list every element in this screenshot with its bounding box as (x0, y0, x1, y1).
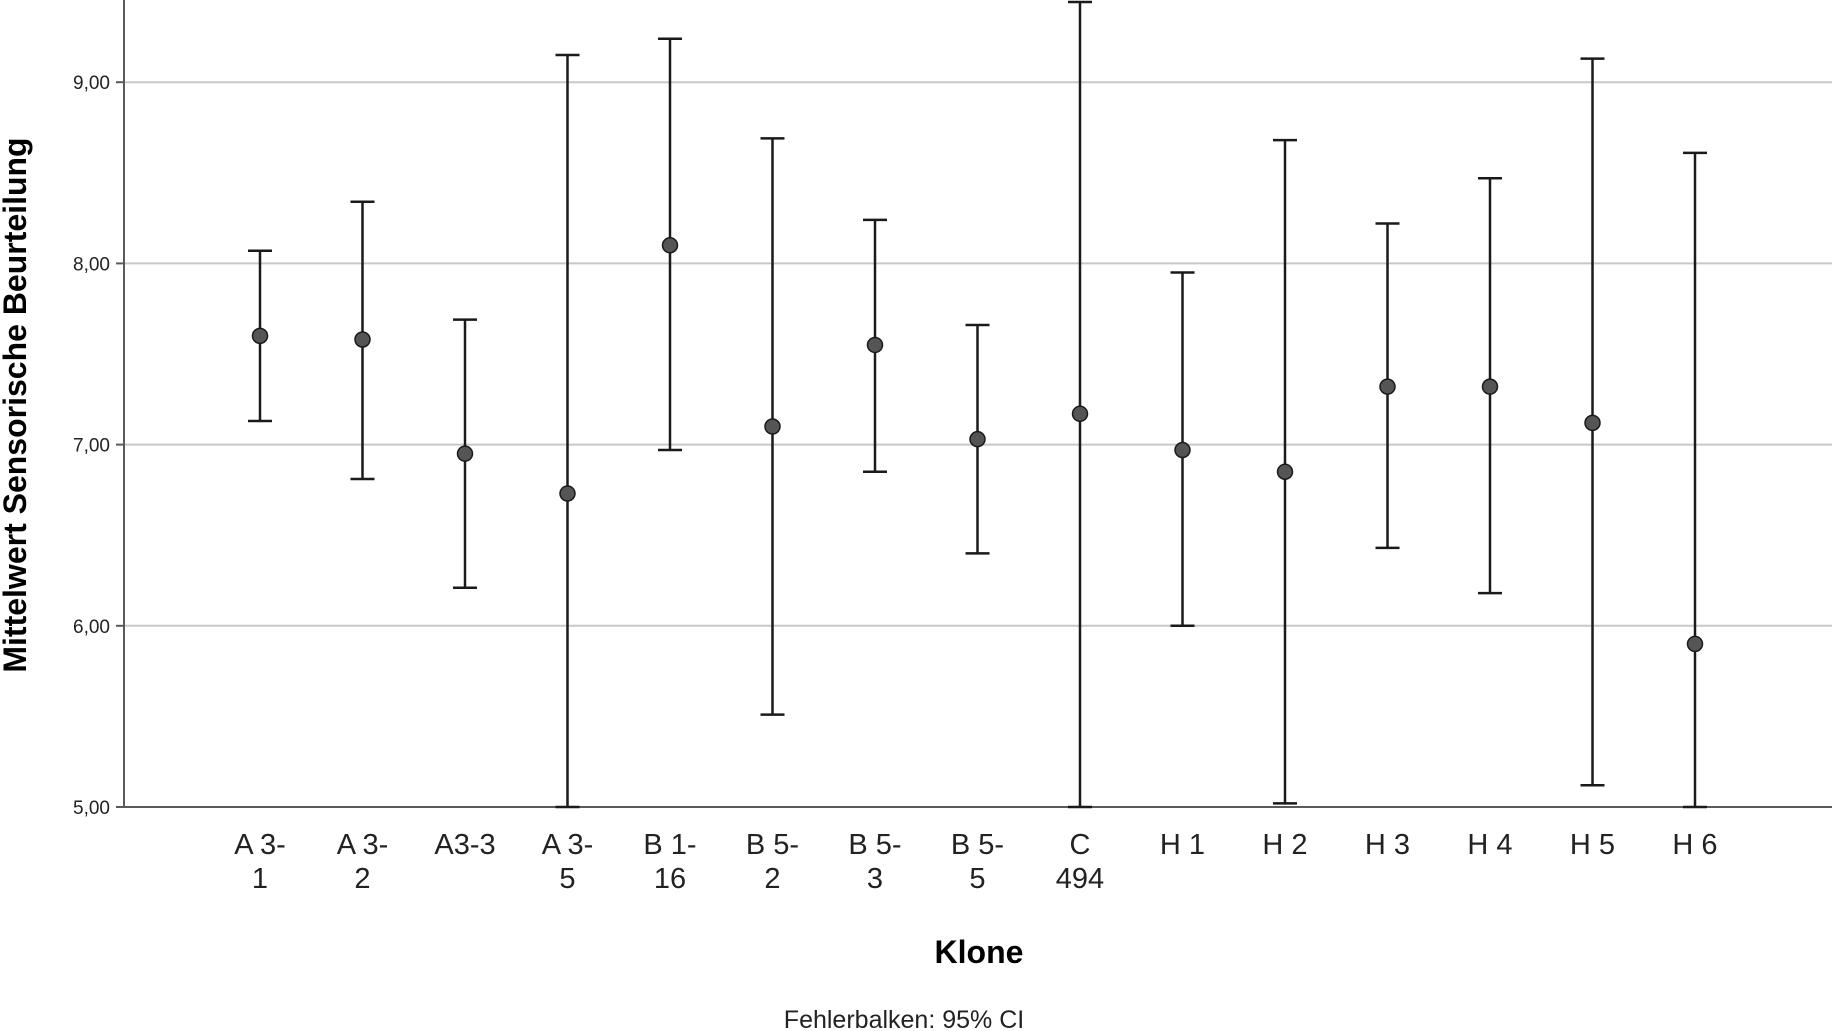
x-tick-label: H 1 (1160, 829, 1205, 861)
x-tick-label: B 5-5 (951, 829, 1004, 895)
mean-points (251, 237, 1704, 653)
y-tick-label: 7,00 (73, 436, 110, 457)
mean-point (764, 418, 781, 435)
x-tick-label: H 6 (1672, 829, 1717, 861)
x-tick-label: H 2 (1262, 829, 1307, 861)
x-tick-label: H 4 (1467, 829, 1512, 861)
x-tick-label: A 3-2 (337, 829, 389, 895)
mean-point (1174, 441, 1191, 459)
mean-point (1584, 414, 1601, 432)
x-tick-label: B 1-16 (643, 829, 696, 895)
y-tick-label: 6,00 (73, 617, 110, 638)
y-tick-label: 5,00 (73, 798, 110, 819)
x-tick-label: B 5-2 (746, 829, 799, 895)
error-bar (1683, 151, 1707, 809)
mean-point (661, 237, 679, 254)
error-bar (555, 53, 580, 809)
mean-point (354, 331, 371, 348)
x-tick-label: A 3-1 (234, 829, 286, 895)
axes (123, 0, 1832, 808)
footnote: Fehlerbalken: 95% CI (784, 1006, 1024, 1031)
x-tick-label: A3-3 (434, 829, 495, 861)
y-tick-label: 8,00 (73, 254, 110, 275)
error-bar (1068, 0, 1092, 809)
mean-point (251, 327, 269, 345)
x-tick-label: C 494 (1056, 829, 1104, 895)
x-tick-label: B 5-3 (848, 829, 901, 895)
y-tick-labels: 5,00 6,00 7,00 8,00 9,00 (73, 73, 124, 819)
mean-point (559, 485, 576, 502)
mean-point (1071, 405, 1089, 423)
error-bars (248, 0, 1707, 809)
gridlines (124, 81, 1832, 627)
x-tick-label: H 5 (1570, 829, 1615, 861)
x-tick-label: A 3-5 (542, 829, 594, 895)
mean-point (1379, 378, 1396, 395)
mean-point (1481, 378, 1499, 395)
x-axis-title: Klone (935, 934, 1024, 970)
x-tick-label: H 3 (1365, 829, 1410, 861)
y-axis-title: Mittelwert Sensorische Beurteilung (0, 137, 33, 672)
mean-point (1276, 463, 1294, 481)
mean-point (866, 336, 884, 354)
mean-point (969, 430, 986, 448)
mean-point (1686, 635, 1704, 653)
mean-point (456, 445, 474, 462)
y-tick-label: 9,00 (73, 73, 110, 94)
x-tick-labels: A 3-1 A 3-2 A3-3 A 3-5 B 1-16 B 5-2 B 5-3 B 5-5… (234, 829, 1717, 895)
